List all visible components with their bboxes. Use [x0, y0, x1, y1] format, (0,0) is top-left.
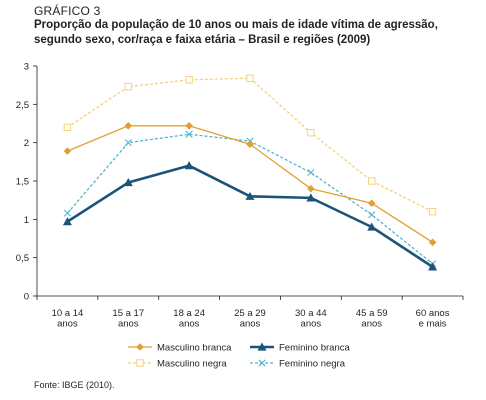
y-tick-label: 1,5 — [16, 177, 29, 188]
data-point-masculino-branca — [63, 147, 72, 155]
legend-marker-masculino-branca — [136, 343, 144, 351]
y-tick-label: 2,5 — [16, 100, 29, 111]
y-tick-label: 0 — [24, 292, 29, 303]
data-point-masculino-negra — [307, 129, 315, 137]
y-tick-label: 1 — [24, 215, 29, 226]
x-tick-label: 25 a 29 anos — [234, 308, 266, 330]
legend-label-feminino-negra: Feminino negra — [279, 359, 346, 370]
data-point-masculino-negra — [63, 123, 72, 132]
data-point-masculino-branca — [428, 238, 437, 247]
legend-marker-masculino-negra — [136, 359, 144, 367]
legend-marker-feminino-negra — [258, 359, 266, 367]
data-point-masculino-branca — [185, 122, 193, 130]
y-tick-label: 3 — [24, 62, 29, 73]
figure-label: GRÁFICO 3 — [34, 4, 101, 18]
data-point-feminino-negra — [368, 211, 376, 219]
data-point-masculino-branca — [246, 140, 254, 148]
legend-label-masculino-negra: Masculino negra — [157, 359, 227, 370]
data-point-masculino-negra — [368, 177, 376, 185]
y-tick-label: 2 — [24, 138, 29, 149]
x-tick-label: 18 a 24 anos — [173, 308, 205, 330]
legend-label-feminino-branca: Feminino branca — [279, 343, 350, 354]
chart-title: Proporção da população de 10 anos ou mai… — [34, 19, 438, 46]
data-point-feminino-branca — [428, 262, 438, 271]
data-point-masculino-branca — [124, 122, 133, 130]
x-tick-label: 10 a 14 anos — [52, 308, 84, 330]
data-point-feminino-branca — [123, 178, 133, 187]
legend-label-masculino-branca: Masculino branca — [157, 343, 232, 354]
x-tick-label: 30 a 44 anos — [295, 308, 327, 330]
data-point-feminino-negra — [63, 209, 72, 217]
data-point-masculino-negra — [246, 74, 254, 82]
x-tick-label: 15 a 17 anos — [112, 308, 144, 330]
source-note: Fonte: IBGE (2010). — [34, 380, 115, 390]
x-tick-label: 45 a 59 anos — [356, 308, 388, 330]
data-point-feminino-branca — [367, 222, 377, 231]
data-point-feminino-negra — [307, 168, 315, 177]
data-point-masculino-negra — [428, 207, 437, 216]
data-point-masculino-negra — [124, 83, 132, 91]
data-point-feminino-branca — [184, 161, 194, 170]
data-point-feminino-negra — [185, 130, 193, 138]
data-point-masculino-branca — [307, 184, 315, 193]
y-tick-label: 0,5 — [16, 253, 29, 264]
legend-marker-feminino-branca — [257, 342, 267, 351]
data-point-feminino-branca — [306, 193, 316, 202]
series-line-feminino-branca — [66, 164, 434, 268]
x-tick-label: 60 anos e mais — [416, 308, 450, 330]
data-point-feminino-branca — [245, 191, 255, 200]
data-point-feminino-branca — [62, 217, 72, 226]
data-point-masculino-branca — [367, 199, 376, 208]
data-point-masculino-negra — [185, 76, 193, 84]
data-point-feminino-negra — [124, 139, 132, 147]
